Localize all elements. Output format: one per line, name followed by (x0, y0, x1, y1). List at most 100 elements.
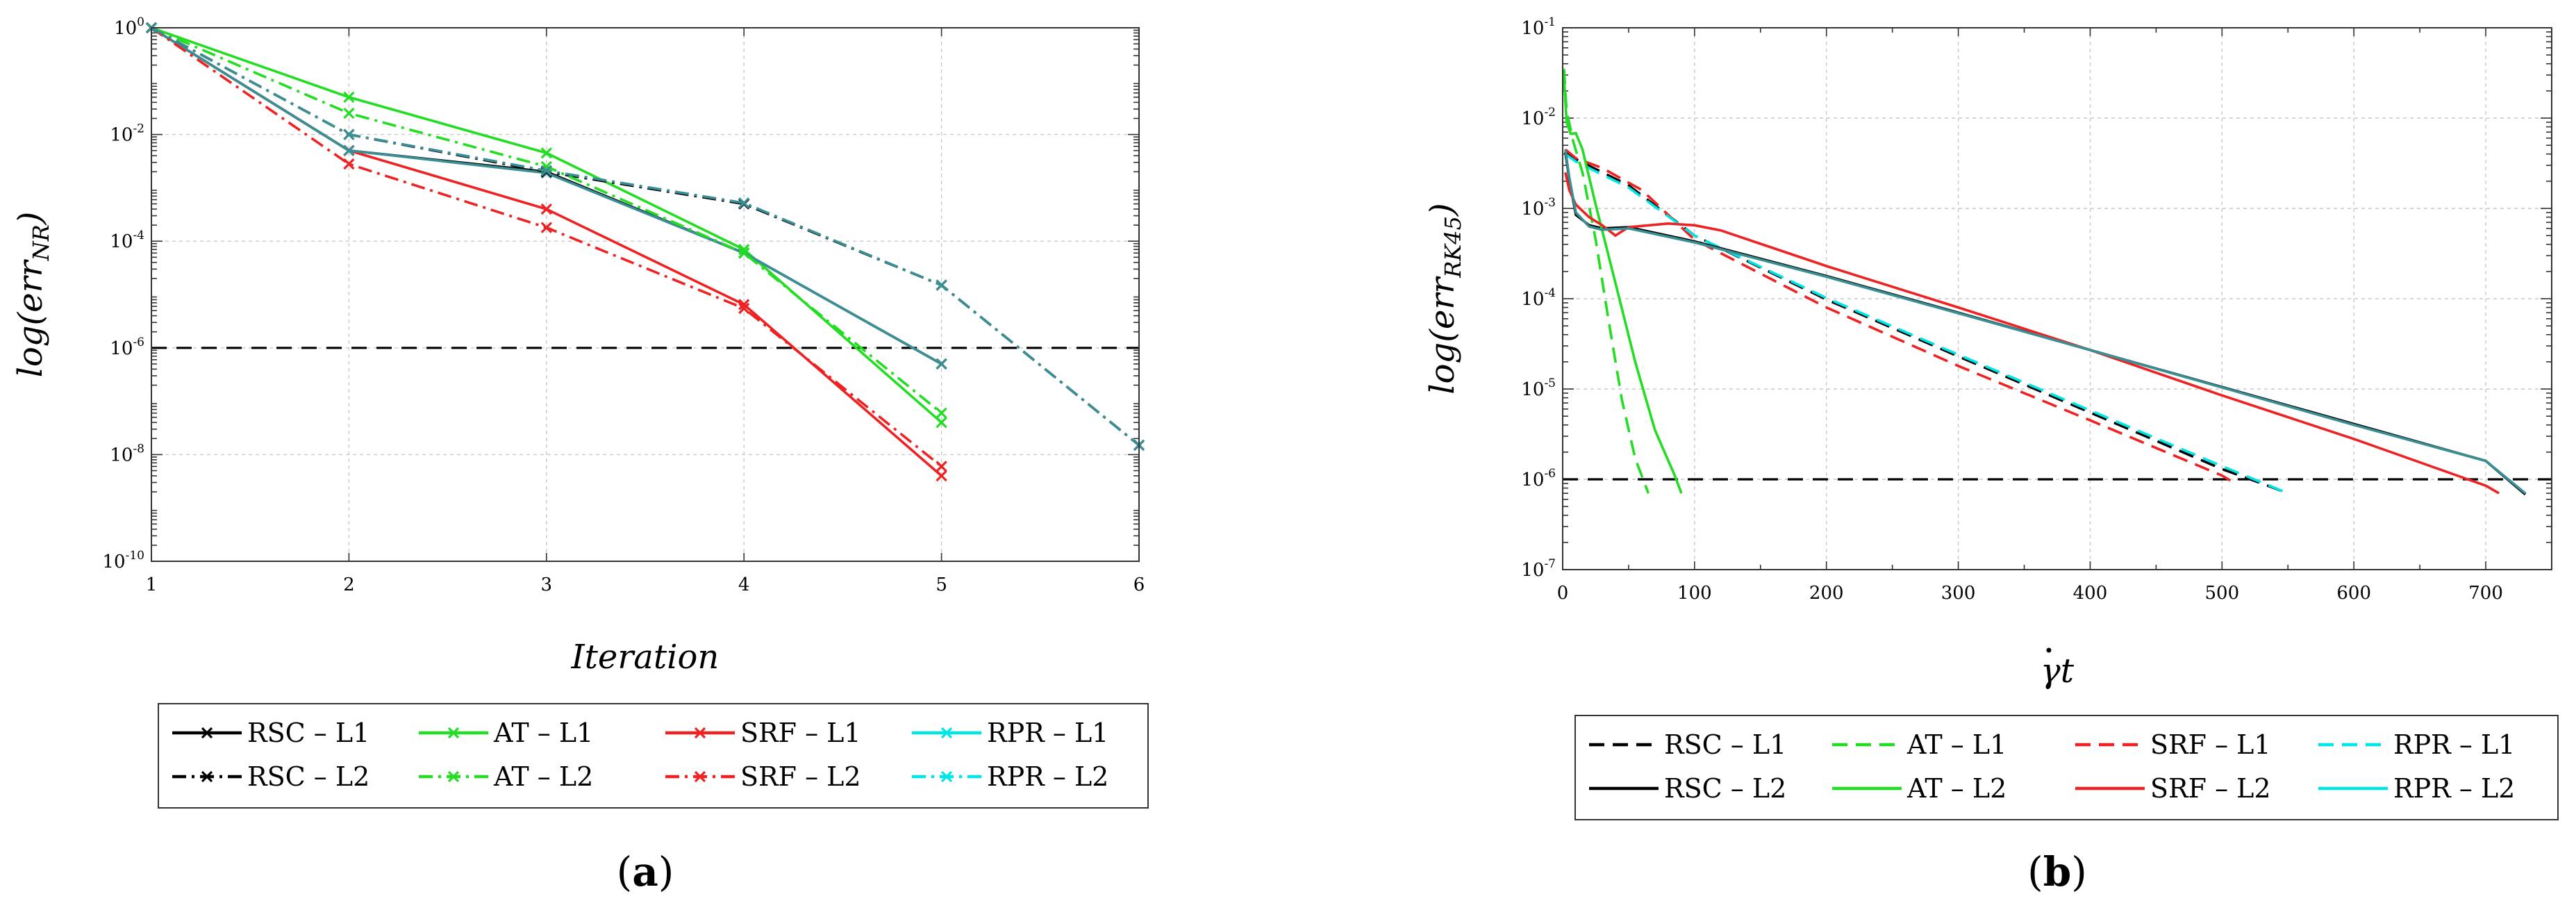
panel-b-grid (1563, 28, 2552, 570)
panel-a-y-tick-labels: 100 10-2 10-4 10-6 10-8 10-10 (103, 15, 144, 572)
x-tick-label: 300 (1941, 583, 1976, 604)
panel-a-plot-frame (151, 27, 1140, 562)
x-tick-label: 700 (2468, 583, 2503, 604)
y-tick-label: 10-10 (103, 549, 144, 572)
panel-a-caption-letter: a (632, 848, 658, 895)
panel-a-ticks (151, 27, 1140, 562)
panel-a-x-tick-labels: 1 2 3 4 5 6 (146, 574, 1145, 595)
y-tick-label: 10-4 (110, 229, 144, 252)
legend-marker (694, 727, 706, 739)
y-tick-label: 10-8 (110, 442, 144, 465)
y-tick-label: 10-2 (110, 122, 144, 146)
x-tick-label: 6 (1133, 574, 1145, 595)
legend-marker (447, 770, 460, 783)
legend-label: SRF – L2 (2150, 773, 2271, 804)
panel-b-x-axis-label: γt (2041, 652, 2075, 690)
series-line-rpr-l1 (1564, 153, 2288, 495)
legend-label: RSC – L1 (247, 718, 369, 748)
legend-label: AT – L2 (1906, 773, 2006, 804)
panel-b-x-label-gamma: γ (2041, 652, 2061, 690)
panel-b-y-label-main: log(err (1423, 276, 1462, 395)
x-tick-label: 1 (146, 574, 158, 595)
x-tick-label: 200 (1809, 583, 1844, 604)
panel-a-series (145, 22, 1145, 482)
series-line-at-l2 (1563, 77, 1683, 494)
panel-a-grid (151, 28, 1139, 561)
legend-marker (447, 727, 460, 739)
panel-a-y-label-close: ) (11, 212, 50, 226)
panel-b-x-label-t: t (2061, 652, 2075, 690)
x-tick-label: 600 (2336, 583, 2371, 604)
x-tick-label: 5 (936, 574, 947, 595)
series-line-rsc-l1 (1564, 151, 2286, 494)
panel-b-caption-close: ) (2071, 848, 2087, 895)
legend-label: RSC – L1 (1664, 729, 1786, 760)
panel-b-x-tick-labels: 0 100 200 300 400 500 600 700 (1557, 583, 2503, 604)
y-tick-label: 10-5 (1521, 377, 1556, 400)
data-point-marker (343, 129, 355, 140)
panel-b-series (1563, 69, 2527, 496)
data-point-marker (738, 247, 750, 259)
y-tick-label: 10-3 (1521, 196, 1556, 220)
data-point-marker (540, 222, 552, 233)
legend-marker (940, 770, 953, 783)
y-tick-label: 10-1 (1521, 15, 1556, 39)
data-point-marker (343, 144, 355, 156)
data-point-marker (343, 107, 355, 119)
legend-marker (201, 727, 213, 739)
x-tick-label: 500 (2205, 583, 2240, 604)
panel-a-caption-open: ( (617, 848, 633, 895)
x-tick-label: 0 (1557, 583, 1569, 604)
data-point-marker (738, 299, 750, 311)
legend-label: RPR – L1 (987, 718, 1108, 748)
x-tick-label: 100 (1677, 583, 1712, 604)
series-line-rsc-l2 (151, 26, 1140, 447)
panel-a-x-axis-label: Iteration (571, 638, 720, 677)
y-tick-label: 100 (114, 15, 144, 39)
data-point-marker (936, 279, 947, 291)
panel-b-legend-entries: RSC – L1 AT – L1 SRF – L1 RPR – L1 RSC – L2 A… (1589, 729, 2515, 804)
legend-marker (201, 770, 213, 783)
legend-marker (940, 727, 953, 739)
legend-marker (694, 770, 706, 783)
panel-a-legend (158, 703, 1149, 809)
panel-a-y-axis-label: log(errNR) (11, 212, 54, 378)
panel-a-y-label-main: log(err (11, 258, 50, 377)
legend-label: SRF – L2 (740, 761, 861, 792)
data-point-marker (936, 470, 947, 482)
series-line-srf-l2 (1564, 172, 2500, 495)
legend-label: RSC – L2 (247, 761, 369, 792)
data-point-marker (936, 461, 947, 472)
data-point-marker (738, 302, 750, 315)
series-line-rpr-l2 (151, 26, 1140, 447)
legend-label: RPR – L2 (987, 761, 1108, 792)
panel-b-chart: 0 100 200 300 400 500 600 700 10-110-210-310-41… (1423, 15, 2559, 895)
data-point-marker (540, 165, 552, 176)
panel-b-legend (1574, 715, 2559, 820)
legend-label: RPR – L2 (2393, 773, 2515, 804)
panel-a-chart: 1 2 3 4 5 6 100 10-2 10-4 10-6 10-8 10-10 Iteratio… (11, 15, 1149, 895)
y-tick-label: 10-7 (1521, 557, 1556, 581)
data-point-marker (936, 358, 947, 370)
y-tick-label: 10-2 (1521, 106, 1556, 129)
data-point-marker (738, 197, 750, 209)
legend-label: RSC – L2 (1664, 773, 1786, 804)
panel-b-caption: (b) (2027, 848, 2087, 895)
panel-a-legend-entries: RSC – L1 AT – L1 SRF – L1 RPR – L1 RSC – L2 A… (172, 718, 1108, 792)
data-point-marker (936, 407, 947, 419)
series-line-rsc-l2 (1564, 151, 2527, 496)
panel-b-y-axis-label: log(errRK45) (1423, 203, 1466, 394)
panel-b-caption-letter: b (2043, 848, 2072, 895)
series-line-at-l1 (1563, 69, 1650, 494)
y-tick-label: 10-6 (1521, 467, 1556, 490)
y-tick-label: 10-6 (110, 336, 144, 359)
legend-label: SRF – L1 (740, 718, 861, 748)
x-tick-label: 4 (738, 574, 750, 595)
data-point-marker (540, 147, 552, 159)
panel-b-x-label-dot (2046, 647, 2052, 653)
panel-b-y-label-close: ) (1423, 203, 1462, 217)
panel-a-caption-close: ) (658, 848, 674, 895)
legend-label: RPR – L1 (2393, 729, 2515, 760)
panel-b-caption-open: ( (2027, 848, 2043, 895)
